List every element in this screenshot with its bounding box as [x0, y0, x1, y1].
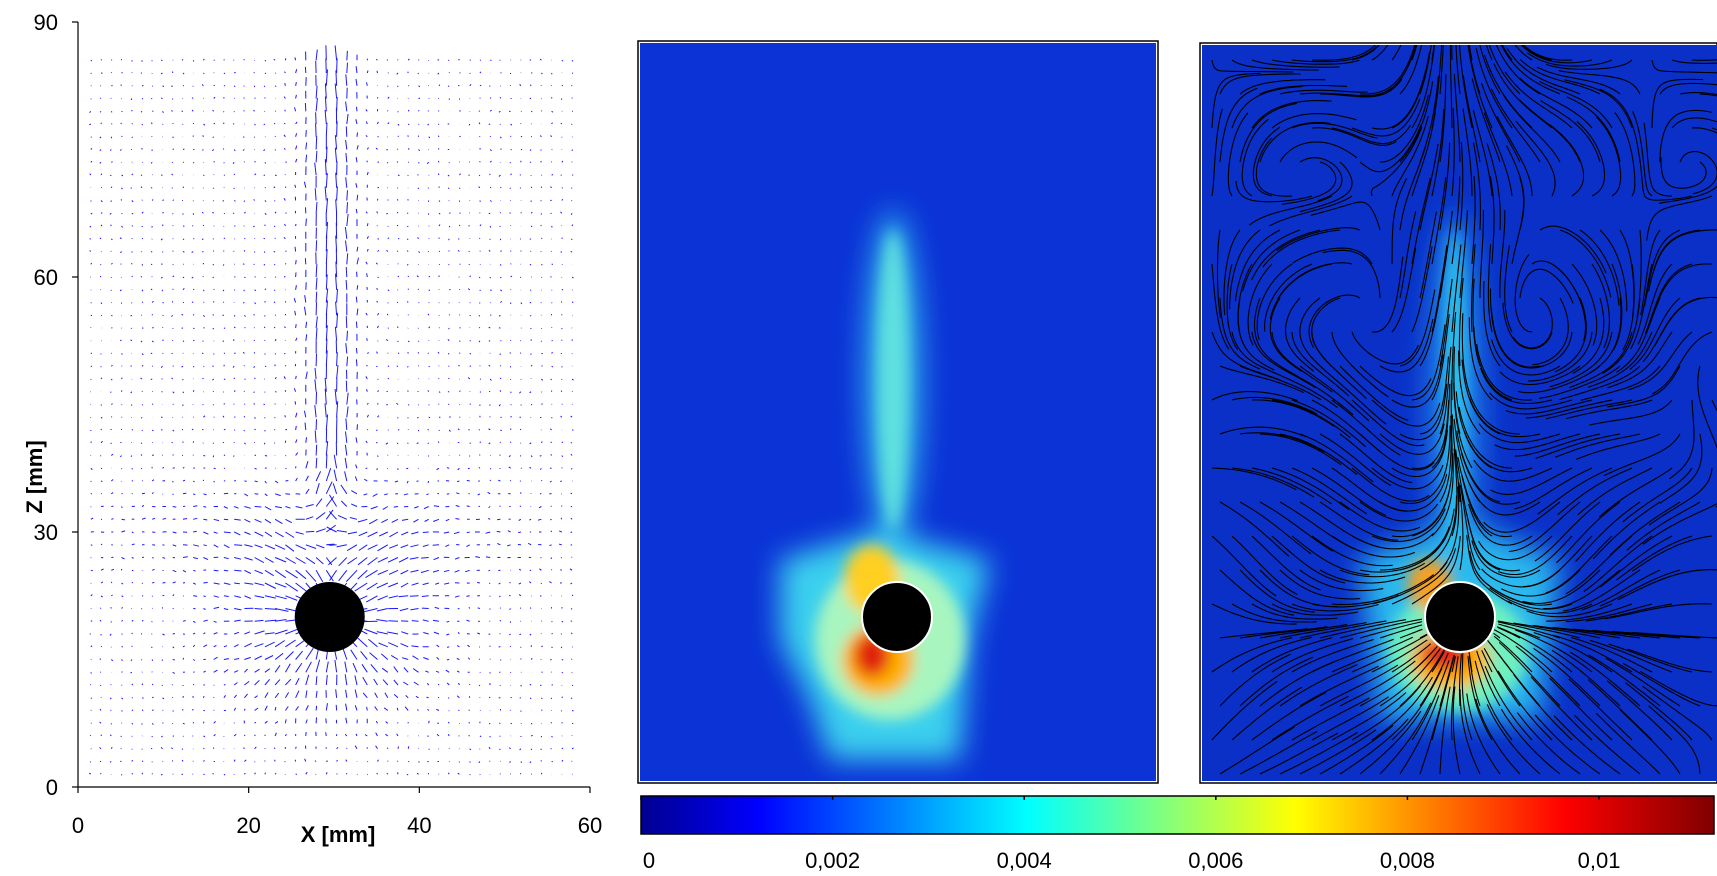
- colorbar: 0 0,002 0,004 0,006 0,008 0,01: [640, 795, 1715, 873]
- colorbar-tick-label: 0,002: [805, 848, 860, 873]
- colorbar-ticks: 0 0,002 0,004 0,006 0,008 0,01: [640, 796, 1621, 873]
- x-tick-label: 0: [72, 813, 84, 838]
- velocity-magnitude-heatmap: [637, 40, 1159, 784]
- colorbar-tick-label: 0,006: [1188, 848, 1243, 873]
- obstacle-sphere: [294, 582, 365, 652]
- y-tick-label: 60: [34, 265, 58, 290]
- y-axis-title: Z [mm]: [22, 440, 47, 513]
- colorbar-tick-label: 0,008: [1380, 848, 1435, 873]
- x-tick-label: 40: [407, 813, 431, 838]
- x-tick-label: 20: [236, 813, 260, 838]
- streamline-heatmap: [1199, 42, 1717, 784]
- velocity-vectors: [88, 45, 574, 776]
- colorbar-tick-label: 0,004: [997, 848, 1052, 873]
- obstacle-sphere: [861, 581, 933, 653]
- x-axis-title: X [mm]: [301, 822, 376, 847]
- colorbar-gradient: [640, 795, 1715, 835]
- y-tick-label: 90: [34, 10, 58, 35]
- streamlines: [1211, 45, 1717, 775]
- obstacle-sphere: [1424, 581, 1496, 653]
- streamline-paths: [1211, 45, 1717, 775]
- jet-core: [877, 230, 909, 530]
- colorbar-tick-label: 0: [643, 848, 655, 873]
- x-tick-label: 60: [578, 813, 602, 838]
- y-tick-label: 30: [34, 520, 58, 545]
- colorbar-tick-label: 0,01: [1578, 848, 1621, 873]
- quiver-plot: 0 20 40 60 0 30 60 90 X [mm] Z [mm]: [22, 10, 602, 847]
- vector-arrows: [88, 45, 574, 776]
- quiver-axis-ticks: 0 20 40 60 0 30 60 90: [34, 10, 603, 838]
- y-tick-label: 0: [46, 775, 58, 800]
